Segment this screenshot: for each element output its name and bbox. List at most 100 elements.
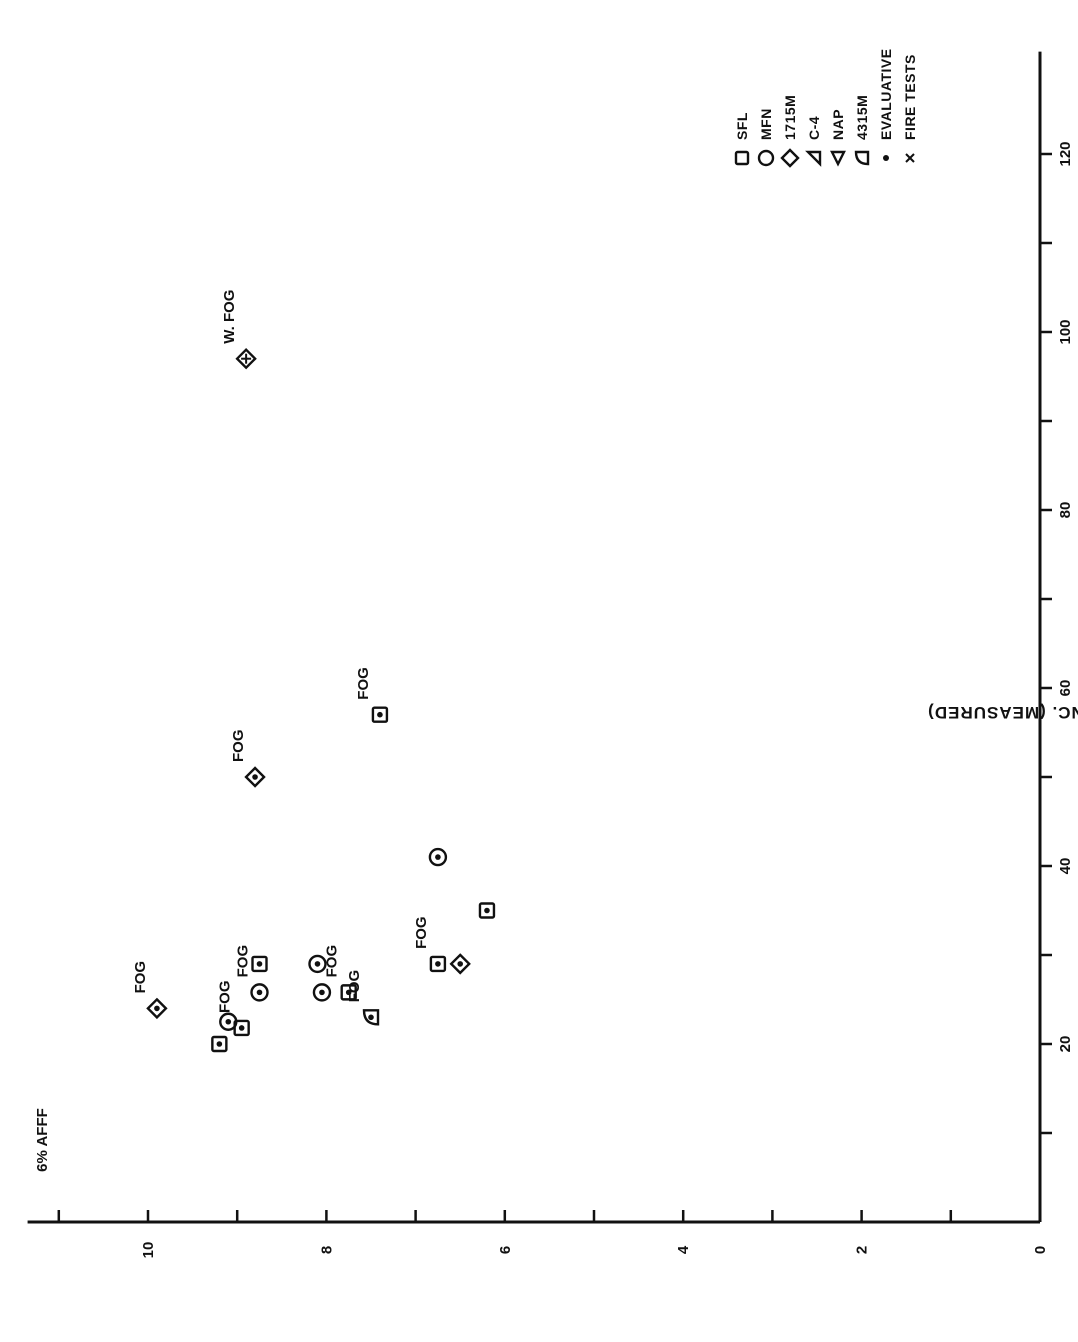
point-marker-circle (308, 954, 327, 974)
point-marker-square (251, 955, 268, 973)
point-center-dot (252, 774, 258, 780)
data-point (219, 1012, 238, 1031)
point-marker-square (371, 706, 389, 723)
point-center-dot (435, 854, 441, 860)
legend-item: NAP (830, 109, 846, 167)
point-marker-circle (312, 983, 332, 1002)
legend: SFL MFN 1715M C-4 NAP 4315M EVALUATIVE FIRE TES… (734, 48, 918, 168)
point-center-dot (314, 961, 321, 967)
legend-label: EVALUATIVE (878, 48, 894, 140)
point-label: FOG (413, 916, 430, 949)
point-center-dot (457, 961, 464, 967)
point-center-dot (238, 1025, 245, 1031)
legend-label: FIRE TESTS (902, 54, 918, 140)
point-center-dot (256, 961, 263, 967)
legend-marker-quad (854, 150, 870, 166)
legend-label: MFN (758, 108, 774, 140)
point-marker-square (211, 1035, 228, 1053)
x-tick-label: 100 (1057, 319, 1074, 344)
point-marker-diamond (244, 766, 266, 788)
legend-label: NAP (830, 109, 846, 140)
data-point: W. FOG (221, 290, 257, 370)
y-tick-label: 2 (854, 1246, 871, 1254)
legend-item: EVALUATIVE (878, 48, 894, 161)
point-label: FOG (132, 961, 149, 994)
point-marker-square (429, 955, 447, 973)
data-point (478, 902, 496, 919)
point-label: W. FOG (221, 290, 238, 344)
data-point (449, 953, 471, 975)
point-center-dot (368, 1014, 374, 1021)
y-axis-label: % FOAM CONC. (MEASURED) (927, 703, 1078, 722)
point-center-dot (377, 711, 383, 718)
point-label: FOG (346, 970, 363, 1003)
legend-item: FIRE TESTS (902, 54, 918, 163)
data-point: FOG (346, 970, 380, 1026)
point-label: FOG (355, 667, 372, 700)
y-ticks: 0 2 4 6 8 10 (57, 1210, 1049, 1259)
legend-marker-circle (757, 149, 775, 167)
point-marker-diamond (146, 997, 168, 1020)
data-point (211, 1035, 228, 1053)
data-point: FOG (230, 730, 266, 788)
legend-label: C-4 (806, 116, 822, 140)
data-point (308, 954, 327, 974)
data-point: FOG (355, 667, 389, 723)
legend-marker-dot (883, 155, 889, 161)
point-label: FOG (230, 730, 247, 763)
x-ticks: 20 40 60 80 100 120 (1040, 141, 1074, 1135)
point-marker-square (340, 984, 357, 1001)
data-point: FOG (324, 945, 357, 1001)
chart-title: 6% AFFF (34, 1108, 51, 1172)
point-label: FOG (235, 945, 252, 978)
point-center-dot (225, 1018, 232, 1025)
legend-marker-x (905, 153, 915, 163)
legend-item: 4315M (854, 95, 870, 166)
data-point: FOG (132, 961, 168, 1020)
y-tick-label: 4 (675, 1245, 692, 1254)
y-tick-label: 6 (497, 1246, 514, 1254)
legend-label: SFL (734, 112, 750, 140)
point-marker-quad (362, 1009, 380, 1026)
x-tick-label: 20 (1057, 1036, 1074, 1053)
point-marker-diamond (449, 953, 471, 975)
y-tick-label: 0 (1032, 1246, 1049, 1254)
point-center-dot (216, 1041, 223, 1047)
axes: 0 2 4 6 8 10 20 40 60 80 100 120 (27, 51, 1074, 1259)
point-marker-circle (428, 847, 448, 867)
legend-marker-triangle-left (805, 150, 822, 167)
point-label: FOG (217, 980, 234, 1013)
point-marker-diamond (235, 348, 257, 370)
data-point: FOG (413, 916, 447, 973)
point-label: FOG (324, 945, 341, 978)
point-center-dot (154, 1005, 160, 1012)
x-tick-label: 80 (1057, 502, 1074, 519)
data-point (251, 955, 268, 973)
data-point (428, 847, 448, 867)
x-tick-label: 120 (1057, 141, 1074, 166)
legend-item: SFL (734, 112, 750, 166)
legend-marker-diamond (780, 148, 800, 168)
legend-item: MFN (757, 108, 775, 167)
point-center-dot (319, 989, 325, 996)
legend-label: 1715M (782, 95, 798, 140)
legend-marker-triangle-down (830, 150, 846, 167)
legend-item: 1715M (780, 95, 800, 168)
data-point: FOG (235, 945, 269, 1002)
data-point (312, 983, 332, 1002)
legend-marker-square (734, 150, 750, 166)
x-tick-label: 40 (1057, 858, 1074, 875)
point-marker-circle (250, 983, 269, 1002)
y-tick-label: 10 (140, 1242, 157, 1259)
y-tick-label: 8 (318, 1246, 335, 1254)
point-center-dot (256, 989, 263, 996)
x-tick-label: 60 (1057, 680, 1074, 697)
legend-label: 4315M (854, 95, 870, 140)
point-center-dot (435, 961, 441, 967)
legend-item: C-4 (805, 116, 822, 167)
point-center-dot (345, 989, 352, 996)
point-marker-square (478, 902, 496, 919)
point-center-dot (484, 907, 490, 914)
